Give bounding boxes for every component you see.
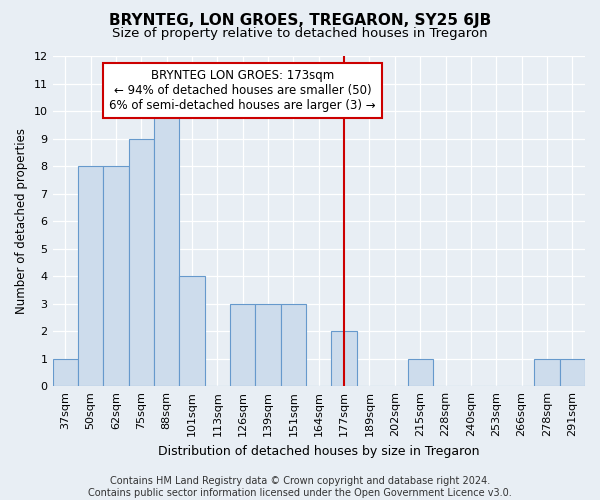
Bar [53, 358, 78, 386]
Bar [407, 358, 433, 386]
Bar [534, 358, 560, 386]
Bar [331, 331, 357, 386]
Bar [154, 112, 179, 386]
Bar [128, 139, 154, 386]
X-axis label: Distribution of detached houses by size in Tregaron: Distribution of detached houses by size … [158, 444, 479, 458]
Text: BRYNTEG LON GROES: 173sqm
← 94% of detached houses are smaller (50)
6% of semi-d: BRYNTEG LON GROES: 173sqm ← 94% of detac… [109, 69, 376, 112]
Bar [78, 166, 103, 386]
Bar [560, 358, 585, 386]
Text: Size of property relative to detached houses in Tregaron: Size of property relative to detached ho… [112, 28, 488, 40]
Bar [256, 304, 281, 386]
Bar [230, 304, 256, 386]
Bar [103, 166, 128, 386]
Bar [281, 304, 306, 386]
Text: Contains HM Land Registry data © Crown copyright and database right 2024.
Contai: Contains HM Land Registry data © Crown c… [88, 476, 512, 498]
Text: BRYNTEG, LON GROES, TREGARON, SY25 6JB: BRYNTEG, LON GROES, TREGARON, SY25 6JB [109, 12, 491, 28]
Y-axis label: Number of detached properties: Number of detached properties [15, 128, 28, 314]
Bar [179, 276, 205, 386]
